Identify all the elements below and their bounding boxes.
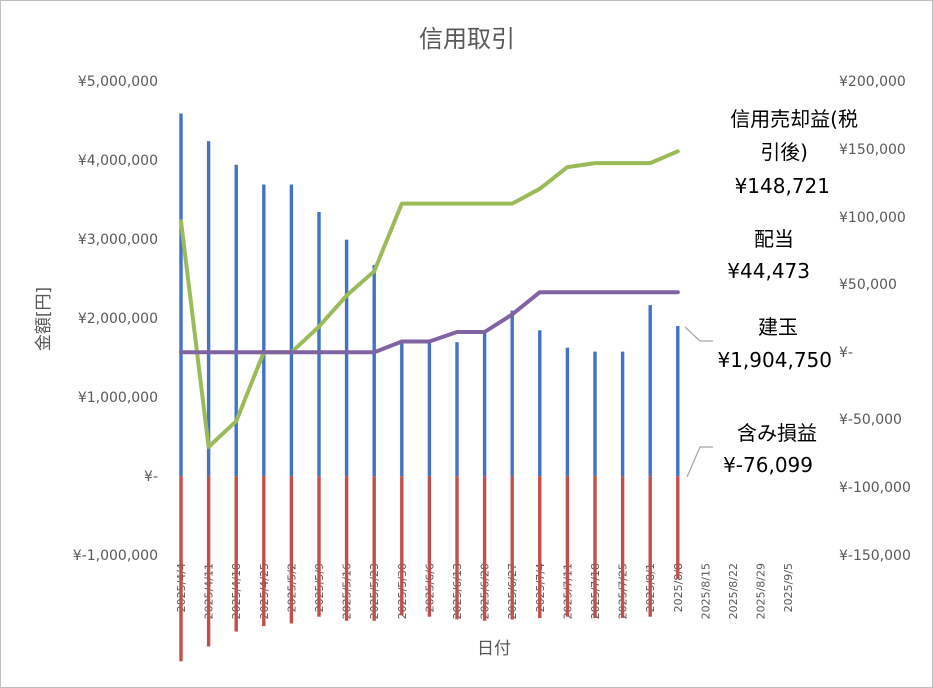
holdings-bar — [427, 342, 432, 477]
holdings-bar — [565, 347, 570, 477]
chart-title: 信用取引 — [419, 25, 515, 53]
right-tick-label: ¥150,000 — [839, 142, 906, 158]
left-tick-label: ¥3,000,000 — [78, 232, 158, 248]
left-tick-label: ¥5,000,000 — [78, 74, 158, 90]
right-axis-ticks: ¥-150,000 ¥-100,000 ¥-50,000 ¥- ¥50,000 … — [839, 74, 911, 564]
unrealized-leader-line — [686, 446, 713, 478]
holdings-leader-line — [684, 326, 713, 342]
holdings-bar — [206, 141, 211, 477]
holdings-bar — [317, 212, 321, 477]
right-tick-label: ¥-150,000 — [839, 548, 911, 564]
annotation-realized-gain-line2: 引後) — [760, 140, 808, 164]
annotation-unrealized-label: 含み損益 — [737, 421, 817, 445]
annotation-dividend-value: ¥44,473 — [727, 259, 810, 283]
annotation-realized-gain-value: ¥148,721 — [735, 174, 830, 198]
holdings-bar — [262, 184, 266, 477]
right-tick-label: ¥100,000 — [839, 210, 906, 226]
unrealized-bar — [482, 476, 487, 621]
x-axis-title: 日付 — [477, 639, 511, 659]
left-tick-label: ¥4,000,000 — [78, 153, 158, 169]
unrealized-bar — [289, 476, 294, 624]
y-axis-title: 金額[円] — [34, 287, 54, 351]
annotation-holdings: 建玉 ¥1,904,750 — [717, 315, 832, 372]
holdings-bar — [593, 351, 597, 477]
holdings-bar — [234, 164, 238, 477]
right-tick-label: ¥-100,000 — [839, 480, 911, 496]
x-tick-label: 2025/8/8 — [672, 563, 685, 612]
right-tick-label: ¥200,000 — [839, 74, 906, 90]
unrealized-bar — [593, 476, 597, 619]
annotation-dividend-label: 配当 — [754, 227, 794, 251]
unrealized-bar — [427, 476, 432, 617]
left-tick-label: ¥1,000,000 — [78, 390, 158, 406]
unrealized-bar — [372, 476, 376, 621]
unrealized-bar — [648, 476, 652, 617]
x-tick-label: 2025/9/5 — [782, 563, 795, 612]
holdings-bar — [289, 184, 294, 477]
unrealized-bar — [234, 476, 238, 632]
holdings-bar — [676, 326, 680, 477]
unrealized-bar — [206, 476, 211, 647]
holdings-bar-series — [179, 113, 680, 477]
unrealized-bar — [538, 476, 542, 619]
unrealized-bar — [565, 476, 570, 617]
annotation-unrealized: 含み損益 ¥-76,099 — [723, 421, 817, 477]
holdings-bar — [482, 330, 487, 477]
annotation-dividend: 配当 ¥44,473 — [727, 227, 810, 283]
right-tick-label: ¥- — [839, 345, 853, 361]
unrealized-bar — [344, 476, 349, 621]
left-tick-label: ¥- — [144, 469, 158, 485]
x-tick-label: 2025/8/29 — [755, 563, 768, 619]
holdings-bar — [510, 310, 514, 477]
dividend-line — [179, 290, 680, 355]
unrealized-bar — [455, 476, 459, 620]
holdings-bar — [372, 264, 376, 477]
holdings-bar — [620, 351, 625, 477]
annotation-holdings-label: 建玉 — [758, 315, 798, 339]
unrealized-bar — [262, 476, 266, 627]
unrealized-bar-series — [179, 476, 680, 662]
holdings-bar — [344, 239, 349, 477]
unrealized-bar — [620, 476, 625, 619]
annotation-realized-gain-line1: 信用売却益(税 — [730, 107, 858, 131]
holdings-bar — [179, 113, 183, 477]
left-tick-label: ¥2,000,000 — [78, 311, 158, 327]
annotation-unrealized-value: ¥-76,099 — [723, 453, 813, 477]
unrealized-bar — [510, 476, 514, 620]
left-tick-label: ¥-1,000,000 — [73, 548, 158, 564]
holdings-bar — [455, 342, 459, 477]
unrealized-bar — [179, 476, 183, 662]
holdings-bar — [538, 330, 542, 477]
line-series — [179, 149, 680, 449]
x-tick-label: 2025/8/22 — [727, 563, 740, 619]
annotation-realized-gain: 信用売却益(税 引後) ¥148,721 — [730, 107, 858, 198]
right-tick-label: ¥-50,000 — [839, 412, 902, 428]
holdings-bar — [400, 342, 404, 477]
holdings-bar — [648, 305, 652, 477]
unrealized-bar — [676, 476, 680, 580]
x-tick-label: 2025/8/15 — [699, 563, 712, 619]
left-axis-ticks: ¥-1,000,000 ¥- ¥1,000,000 ¥2,000,000 ¥3,… — [73, 74, 158, 564]
right-tick-label: ¥50,000 — [839, 277, 897, 293]
annotation-leaders — [684, 326, 713, 478]
annotation-holdings-value: ¥1,904,750 — [717, 348, 832, 372]
unrealized-bar — [317, 476, 321, 617]
unrealized-bar — [400, 476, 404, 616]
